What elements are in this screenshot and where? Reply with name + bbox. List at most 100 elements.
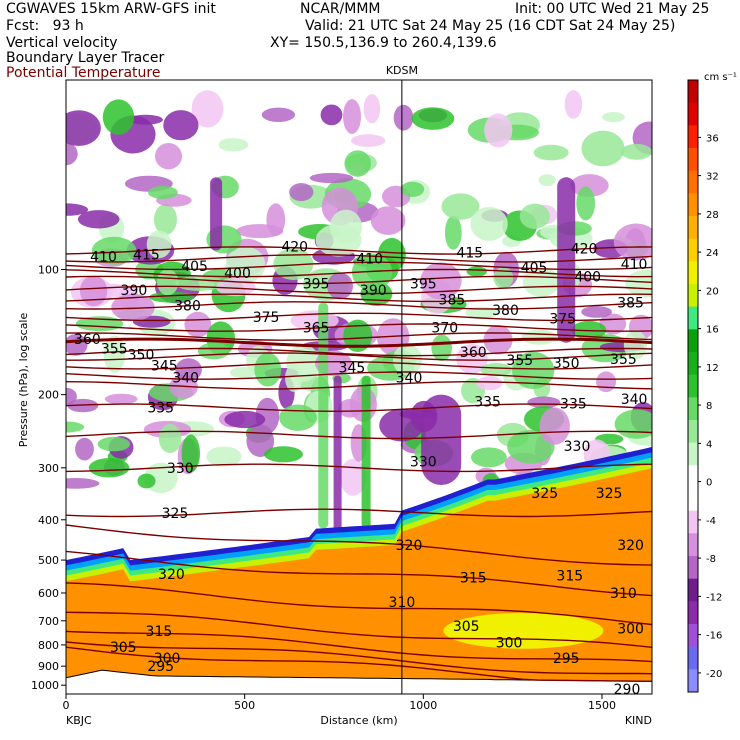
isentrope-label: 345 bbox=[151, 358, 178, 374]
isentrope-line bbox=[66, 582, 652, 626]
wave-cell bbox=[327, 272, 353, 300]
isentrope-line bbox=[66, 337, 652, 348]
colorbar-swatch bbox=[688, 465, 698, 489]
isentrope-line bbox=[66, 641, 652, 675]
isentrope-label: 325 bbox=[596, 486, 623, 502]
wave-cell bbox=[484, 113, 513, 148]
wave-cell bbox=[527, 396, 561, 409]
colorbar-frame bbox=[687, 79, 699, 693]
isentrope-label: 390 bbox=[360, 283, 387, 299]
y-tick-label: 600 bbox=[38, 587, 59, 600]
isentrope-label: 375 bbox=[253, 310, 280, 326]
wave-cell bbox=[613, 223, 652, 261]
wave-cell bbox=[77, 210, 120, 229]
isentrope-label: 350 bbox=[128, 347, 155, 363]
colorbar-swatch bbox=[688, 306, 698, 330]
colorbar-swatch bbox=[688, 601, 698, 625]
isentrope-label: 360 bbox=[460, 345, 487, 361]
isentrope-label: 320 bbox=[396, 538, 423, 554]
wave-cell bbox=[148, 186, 178, 199]
isentrope-line bbox=[66, 403, 652, 413]
isentrope-line bbox=[66, 361, 652, 370]
isentrope-line bbox=[66, 508, 652, 518]
isentrope-label: 330 bbox=[167, 461, 194, 477]
wave-cell bbox=[507, 429, 555, 464]
colorbar-swatch bbox=[688, 488, 698, 512]
isentrope-line bbox=[66, 430, 652, 440]
wave-cell bbox=[309, 172, 354, 184]
wave-cell bbox=[148, 291, 195, 303]
colorbar-tick-label: 36 bbox=[706, 133, 719, 144]
y-tick-label: 200 bbox=[38, 389, 59, 402]
isentrope-line bbox=[66, 254, 652, 263]
wave-cell bbox=[493, 267, 514, 289]
colorbar-tick-label: 8 bbox=[706, 401, 712, 412]
wave-cell bbox=[88, 458, 130, 478]
colorbar-swatch bbox=[688, 102, 698, 126]
isentrope-label: 295 bbox=[553, 651, 580, 667]
wave-cell bbox=[175, 358, 202, 382]
vertical-motion-column bbox=[361, 375, 371, 529]
wave-cell bbox=[264, 446, 303, 463]
wave-cell bbox=[175, 275, 224, 291]
wave-cell bbox=[621, 143, 652, 160]
isentrope-label: 340 bbox=[396, 371, 423, 387]
wave-cell bbox=[539, 407, 570, 445]
colorbar-swatch bbox=[688, 397, 698, 421]
field-vertical-velocity: Vertical velocity bbox=[6, 35, 118, 51]
wave-cell bbox=[533, 144, 569, 161]
axes: 0 500 1000 1500 100 200 300 400 500 600 700 800 900 1… bbox=[31, 264, 616, 712]
isentrope-label: 290 bbox=[614, 682, 641, 698]
wave-cell bbox=[273, 248, 314, 280]
wave-cell bbox=[596, 371, 617, 393]
wave-cell bbox=[66, 478, 100, 489]
y-tick-label: 300 bbox=[38, 462, 59, 475]
wave-cell bbox=[576, 186, 596, 221]
colorbar-swatch bbox=[688, 261, 698, 285]
wave-cell bbox=[103, 335, 126, 373]
isentrope-label: 315 bbox=[556, 569, 583, 585]
y-tick-label: 800 bbox=[38, 639, 59, 652]
isentrope-label: 385 bbox=[439, 292, 466, 308]
wave-cell bbox=[158, 424, 182, 453]
wave-cell bbox=[393, 104, 414, 131]
colorbar-tick-label: 12 bbox=[706, 363, 719, 374]
wave-cell bbox=[66, 110, 101, 146]
wave-cell bbox=[538, 174, 556, 187]
vertical-motion-column bbox=[421, 394, 462, 485]
isentrope-label: 375 bbox=[549, 311, 576, 327]
isentrope-label: 320 bbox=[617, 538, 644, 554]
colorbar-swatch bbox=[688, 238, 698, 262]
isentrope-line bbox=[66, 380, 652, 390]
isentrope-label: 310 bbox=[610, 586, 637, 602]
isentrope-label: 335 bbox=[474, 395, 501, 411]
plot-frame bbox=[65, 79, 653, 695]
y-tick-label: 400 bbox=[38, 514, 59, 527]
colorbar-swatch bbox=[688, 148, 698, 172]
isentrope-line bbox=[66, 371, 652, 380]
colorbar-tick-label: 28 bbox=[706, 210, 719, 221]
wave-cell bbox=[329, 209, 362, 244]
isentrope-label: 305 bbox=[453, 619, 480, 635]
isentrope-label: 380 bbox=[174, 298, 201, 314]
vertical-motion-column bbox=[333, 375, 342, 533]
colorbar-swatch bbox=[688, 646, 698, 670]
colorbar-swatch bbox=[688, 125, 698, 149]
isentrope-label: 390 bbox=[121, 283, 148, 299]
y-tick-label: 700 bbox=[38, 615, 59, 628]
isentrope-label: 355 bbox=[101, 342, 128, 358]
colorbar-tick-label: -8 bbox=[706, 554, 716, 565]
wave-cell bbox=[91, 236, 137, 265]
vertical-motion-column bbox=[557, 177, 576, 343]
wave-cell bbox=[154, 203, 177, 235]
header-center: NCAR/MMM bbox=[300, 1, 381, 17]
colorbar-swatch bbox=[688, 284, 698, 308]
wave-cell bbox=[581, 306, 612, 318]
wave-cell bbox=[338, 399, 363, 418]
wave-cell bbox=[191, 90, 224, 128]
wave-cell bbox=[370, 206, 406, 235]
isentrope-label: 395 bbox=[410, 276, 437, 292]
isentrope-label: 300 bbox=[496, 636, 523, 652]
wave-cell bbox=[285, 364, 303, 392]
